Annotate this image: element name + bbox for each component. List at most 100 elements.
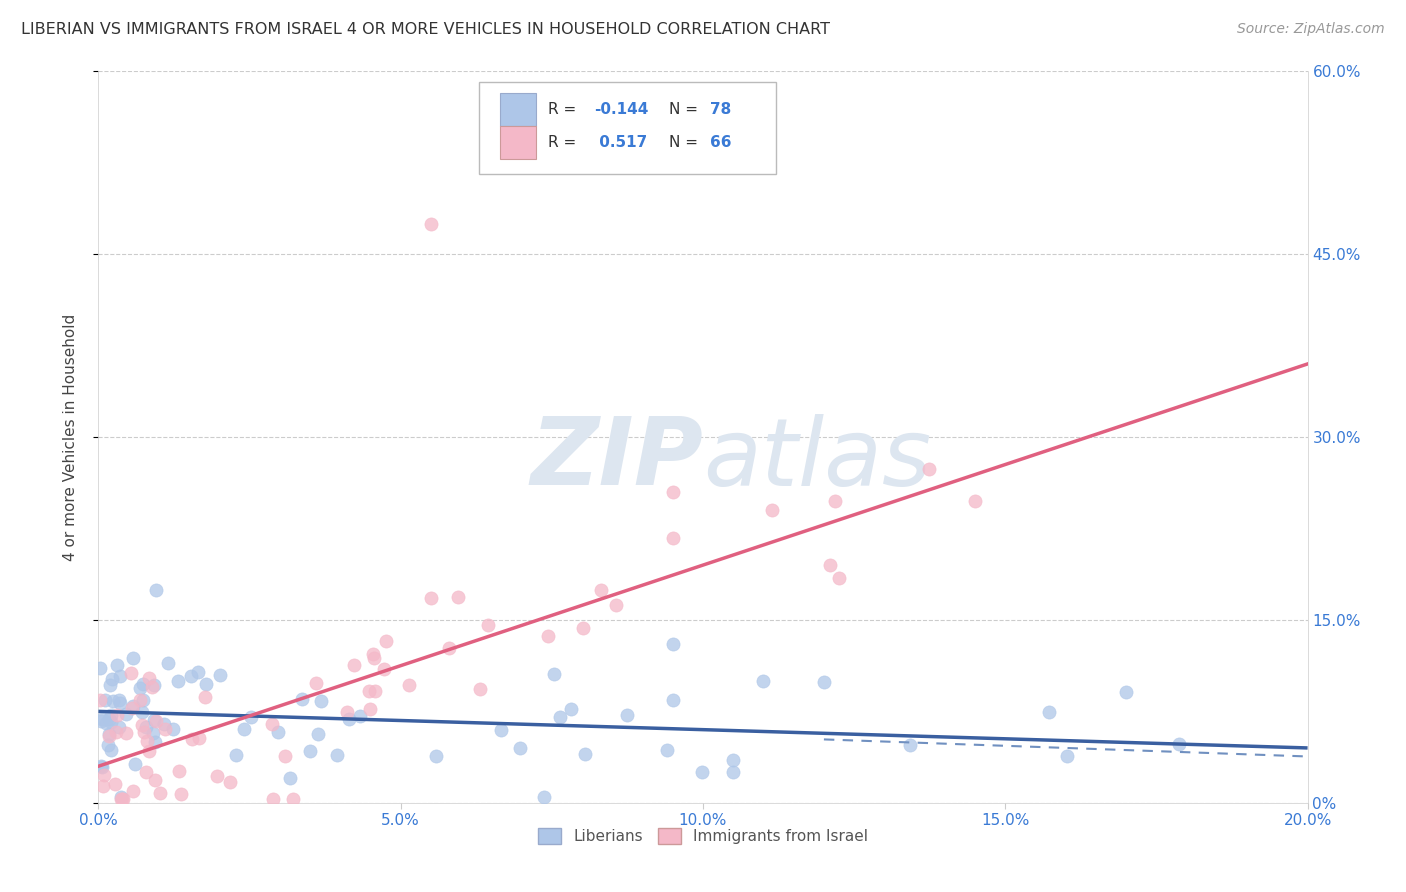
- Point: [104, 777, 127, 791]
- Point: [170, 787, 193, 801]
- Point: [337, 712, 360, 726]
- Bar: [501, 126, 536, 159]
- Point: [813, 674, 835, 689]
- Text: ZIP: ZIP: [530, 413, 703, 505]
- Point: [1056, 749, 1078, 764]
- Point: [262, 717, 284, 731]
- Text: 66: 66: [710, 136, 731, 150]
- Point: [439, 640, 461, 655]
- Point: [121, 700, 143, 714]
- Point: [1038, 705, 1060, 719]
- Point: [132, 676, 155, 690]
- Point: [533, 789, 555, 804]
- Point: [560, 702, 582, 716]
- Point: [134, 765, 156, 780]
- Point: [509, 741, 531, 756]
- Point: [374, 634, 396, 648]
- Point: [143, 773, 166, 788]
- Point: [661, 485, 683, 500]
- Bar: [501, 94, 536, 126]
- Point: [153, 717, 176, 731]
- Point: [162, 722, 184, 736]
- Point: [1167, 737, 1189, 751]
- Text: 0.517: 0.517: [595, 136, 647, 150]
- Text: N =: N =: [669, 103, 703, 117]
- Point: [349, 708, 371, 723]
- Point: [208, 668, 231, 682]
- Point: [343, 658, 366, 673]
- Point: [1115, 684, 1137, 698]
- Point: [363, 651, 385, 665]
- Point: [262, 792, 284, 806]
- Point: [89, 661, 111, 675]
- Point: [824, 493, 846, 508]
- Point: [359, 684, 381, 698]
- Point: [225, 747, 247, 762]
- Text: -0.144: -0.144: [595, 103, 648, 117]
- Point: [101, 694, 124, 708]
- Point: [157, 657, 180, 671]
- Point: [194, 690, 217, 704]
- Point: [661, 637, 683, 651]
- Point: [96, 739, 118, 753]
- Point: [398, 678, 420, 692]
- Point: [112, 792, 135, 806]
- Point: [470, 682, 492, 697]
- Point: [359, 702, 381, 716]
- Point: [124, 757, 146, 772]
- Point: [93, 693, 115, 707]
- Y-axis label: 4 or more Vehicles in Household: 4 or more Vehicles in Household: [63, 313, 77, 561]
- Point: [280, 772, 302, 786]
- Point: [898, 739, 921, 753]
- Point: [548, 710, 571, 724]
- Point: [188, 731, 211, 745]
- Point: [134, 724, 156, 739]
- Point: [143, 735, 166, 749]
- Point: [591, 582, 613, 597]
- Point: [128, 681, 150, 695]
- Point: [205, 769, 228, 783]
- Point: [121, 666, 143, 681]
- Point: [110, 669, 132, 683]
- Point: [723, 753, 745, 767]
- Point: [138, 744, 160, 758]
- Point: [267, 725, 290, 739]
- Point: [149, 786, 172, 800]
- Point: [93, 768, 115, 782]
- Point: [110, 792, 132, 806]
- Point: [97, 712, 120, 726]
- Point: [93, 780, 115, 794]
- Point: [98, 677, 121, 691]
- Point: [657, 742, 679, 756]
- Point: [723, 765, 745, 780]
- Point: [100, 707, 122, 722]
- Point: [752, 673, 775, 688]
- Point: [145, 582, 167, 597]
- Point: [543, 666, 565, 681]
- Point: [307, 727, 329, 741]
- Point: [364, 684, 387, 698]
- Point: [690, 764, 713, 779]
- Point: [132, 693, 155, 707]
- Point: [309, 693, 332, 707]
- Point: [965, 493, 987, 508]
- Text: Source: ZipAtlas.com: Source: ZipAtlas.com: [1237, 22, 1385, 37]
- Point: [420, 591, 443, 605]
- Point: [305, 676, 328, 690]
- Point: [131, 718, 153, 732]
- Point: [97, 727, 120, 741]
- Point: [180, 732, 202, 747]
- Point: [571, 621, 593, 635]
- Point: [108, 692, 131, 706]
- Point: [108, 720, 131, 734]
- Point: [274, 749, 297, 764]
- Point: [447, 591, 470, 605]
- Point: [100, 742, 122, 756]
- Point: [89, 693, 111, 707]
- Point: [425, 749, 447, 764]
- Point: [605, 599, 627, 613]
- Point: [142, 678, 165, 692]
- Point: [326, 747, 349, 762]
- Point: [336, 705, 359, 719]
- Point: [110, 789, 132, 804]
